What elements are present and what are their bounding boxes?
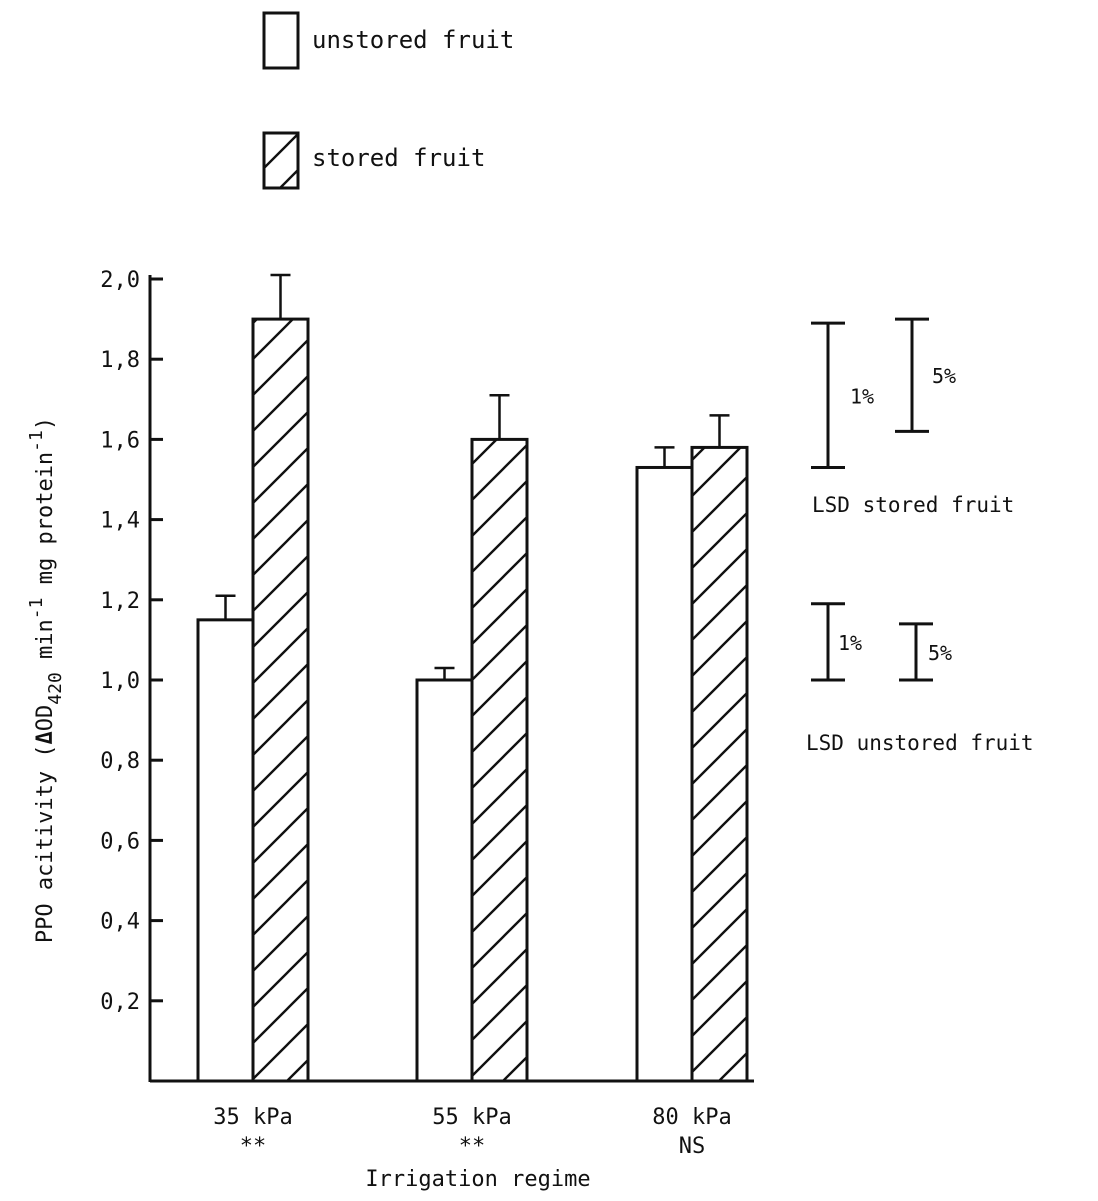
y-tick-label: 2,0 [100,268,140,293]
x-category-label: 80 kPa [652,1105,731,1130]
legend-swatch-stored [262,131,300,190]
bar-unstored [635,465,694,1083]
legend: unstored fruit stored fruit [262,11,514,190]
y-tick-label: 1,6 [100,428,140,453]
lsd-stored-label: LSD stored fruit [812,493,1014,517]
bars [196,273,749,1083]
bar-stored [690,445,749,1083]
bar-stored [251,317,310,1083]
y-tick-label: 1,0 [100,669,140,694]
bar-unstored [415,678,474,1083]
legend-item-stored: stored fruit [262,131,485,190]
y-tick-label: 0,2 [100,990,140,1015]
significance-label: ** [240,1134,267,1159]
y-tick-label: 0,4 [100,910,140,935]
y-label-od-subscript: 420 [45,672,66,705]
y-label-mg-superscript: -1 [26,430,47,452]
y-label-mg-protein: mg protein [33,452,58,598]
y-label-od: OD [33,705,58,732]
lsd-bar-label: 5% [928,641,952,665]
y-label-min-superscript: -1 [26,598,47,620]
lsd-bar-label: 1% [838,631,862,655]
bar-stored [470,437,529,1083]
y-label-suffix: ) [33,417,58,430]
lsd-bar-label: 5% [932,364,956,388]
y-label-prefix: PPO acitivity ( [33,744,58,943]
x-category-label: 35 kPa [213,1105,292,1130]
bar-unstored [196,618,255,1083]
y-axis-label: PPO acitivity (ΔOD420 min-1 mg protein-1… [26,417,66,943]
y-tick-label: 1,4 [100,509,140,534]
lsd-panel: 1% 5% LSD stored fruit 1% 5% LSD unstored fru… [806,317,1034,755]
x-category-label: 55 kPa [432,1105,511,1130]
legend-swatch-unstored [262,11,300,70]
legend-label-unstored: unstored fruit [312,26,514,54]
legend-item-unstored: unstored fruit [262,11,514,70]
y-label-delta: Δ [33,731,58,744]
lsd-unstored-label: LSD unstored fruit [806,731,1034,755]
y-ticks: 0,2 0,4 0,6 0,8 1,0 1,2 1,4 1,6 1,8 2,0 [100,268,163,1015]
x-categories: 35 kPa ** 55 kPa ** 80 kPa NS [213,1105,731,1159]
significance-label: ** [459,1134,486,1159]
y-tick-label: 0,6 [100,829,140,854]
y-tick-label: 1,2 [100,589,140,614]
significance-label: NS [679,1134,706,1159]
lsd-bar-label: 1% [850,384,874,408]
y-label-min: min [33,619,58,672]
legend-label-stored: stored fruit [312,144,485,172]
y-tick-label: 1,8 [100,348,140,373]
x-axis-label: Irrigation regime [365,1167,590,1192]
y-tick-label: 0,8 [100,749,140,774]
